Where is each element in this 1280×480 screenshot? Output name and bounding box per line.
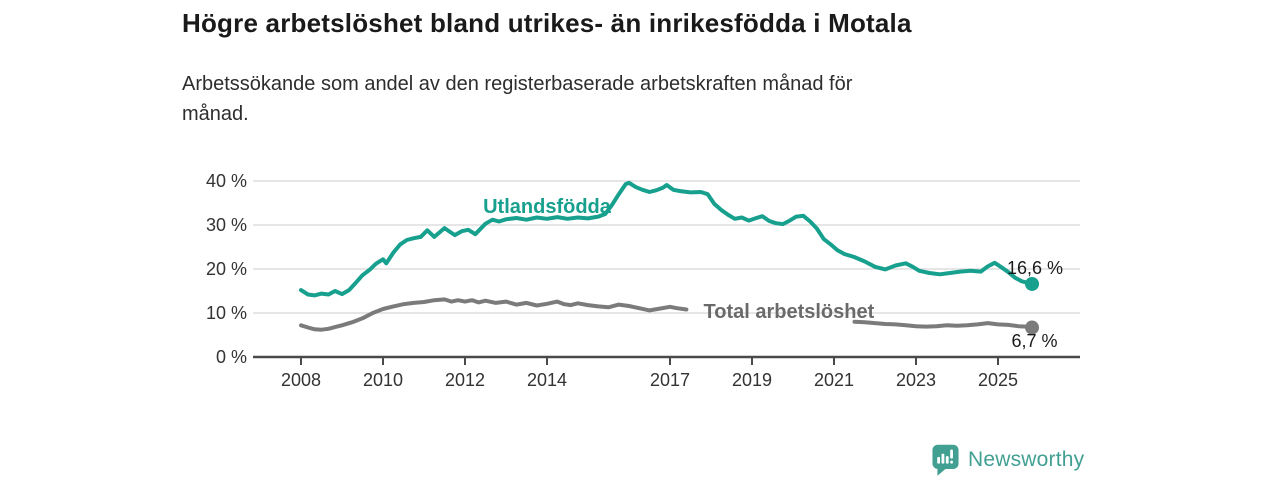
- x-tick-label-2023: 2023: [896, 370, 936, 390]
- y-axis-label-30: 30 %: [206, 215, 247, 235]
- x-tick-label-2019: 2019: [732, 370, 772, 390]
- series-line-total-seg1: [299, 297, 689, 332]
- chart-subtitle-line-2: månad.: [182, 103, 249, 125]
- newsworthy-logo: Newsworthy: [932, 444, 1084, 476]
- chart-subtitle-line-1: Arbetssökande som andel av den registerb…: [182, 73, 853, 95]
- x-tick-label-2012: 2012: [445, 370, 485, 390]
- x-tick-label-2017: 2017: [650, 370, 690, 390]
- y-axis-label-10: 10 %: [206, 303, 247, 323]
- x-tick-label-2025: 2025: [978, 370, 1018, 390]
- chart-title: Högre arbetslöshet bland utrikes- än inr…: [182, 8, 912, 38]
- series-end-value-total: 6,7 %: [1012, 331, 1058, 351]
- x-tick-label-2010: 2010: [363, 370, 403, 390]
- newsworthy-logo-text: Newsworthy: [968, 448, 1085, 471]
- y-axis-label-40: 40 %: [206, 171, 247, 191]
- series-line-utlandsfodda: [299, 180, 1034, 298]
- series-line-total-seg2: [852, 319, 1034, 330]
- chart-subtitle: Arbetssökande som andel av den registerb…: [182, 69, 852, 129]
- series-label-total: Total arbetslöshet: [704, 301, 875, 323]
- y-axis-label-20: 20 %: [206, 259, 247, 279]
- series-end-value-utlandsfodda: 16,6 %: [1007, 258, 1063, 278]
- series-label-utlandsfodda: Utlandsfödda: [483, 196, 612, 218]
- x-tick-label-2008: 2008: [281, 370, 321, 390]
- x-tick-label-2014: 2014: [527, 370, 567, 390]
- series-end-dot-total: [1025, 320, 1040, 335]
- y-axis-label-0: 0 %: [216, 347, 247, 367]
- series-end-dot-utlandsfodda: [1025, 276, 1040, 291]
- newsworthy-logo-icon: [932, 444, 959, 476]
- x-tick-label-2021: 2021: [814, 370, 854, 390]
